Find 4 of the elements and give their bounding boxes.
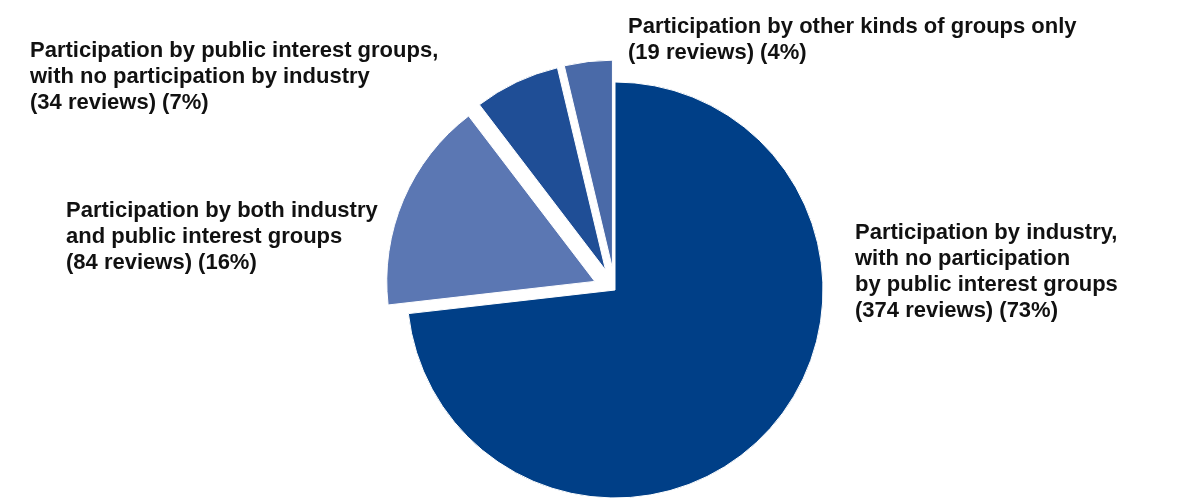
slice-label: Participation by industry, with no participation by public interest groups (374 reviews) (73%) xyxy=(854,219,1118,322)
slice-label: Participation by public interest groups, with no participation by industry (34 reviews) (7%) xyxy=(29,37,439,114)
slice-label: Participation by other kinds of groups only (19 reviews) (4%) xyxy=(628,13,1078,64)
slice-label: Participation by both industry and public interest groups (84 reviews) (16%) xyxy=(66,197,379,274)
